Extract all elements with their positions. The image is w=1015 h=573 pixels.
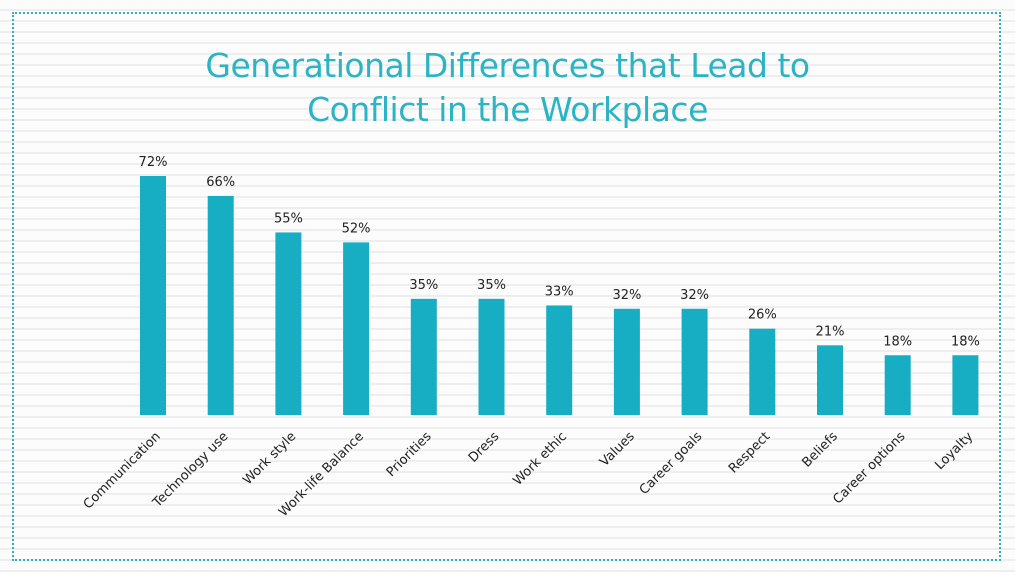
x-tick-label: Career options (830, 429, 908, 507)
data-label: 66% (206, 175, 235, 190)
bar (952, 355, 979, 415)
bar (207, 195, 234, 415)
bar (275, 232, 302, 415)
chart-title: Generational Differences that Lead to Co… (205, 46, 810, 129)
bar (410, 298, 437, 415)
bar (613, 308, 640, 415)
data-label: 72% (139, 155, 168, 170)
x-tick-label: Work ethic (511, 429, 571, 489)
data-label: 33% (545, 284, 574, 299)
bar (681, 308, 708, 415)
x-tick-label: Dress (466, 429, 503, 466)
x-tick-label: Priorities (384, 429, 435, 480)
data-label: 55% (274, 211, 303, 226)
x-tick-label: Career goals (637, 429, 706, 498)
data-label: 18% (951, 334, 980, 349)
bar (884, 355, 911, 415)
x-tick-label: Values (597, 429, 638, 470)
bar (546, 305, 573, 415)
x-tick-label: Work style (240, 429, 299, 488)
data-label: 35% (477, 278, 506, 293)
data-label: 18% (883, 334, 912, 349)
data-label: 52% (342, 221, 371, 236)
data-label: 32% (612, 288, 641, 303)
bar (478, 298, 505, 415)
x-tick-label: Loyalty (932, 429, 976, 473)
bar (817, 345, 843, 415)
bar (343, 242, 370, 415)
bar (140, 176, 166, 415)
data-label: 21% (816, 324, 845, 339)
data-label: 32% (680, 288, 709, 303)
x-tick-label: Beliefs (799, 429, 841, 471)
data-label: 35% (409, 278, 438, 293)
bar (749, 328, 776, 415)
x-tick-label: Respect (726, 429, 773, 476)
data-label: 26% (748, 308, 777, 323)
frame (12, 12, 1001, 561)
